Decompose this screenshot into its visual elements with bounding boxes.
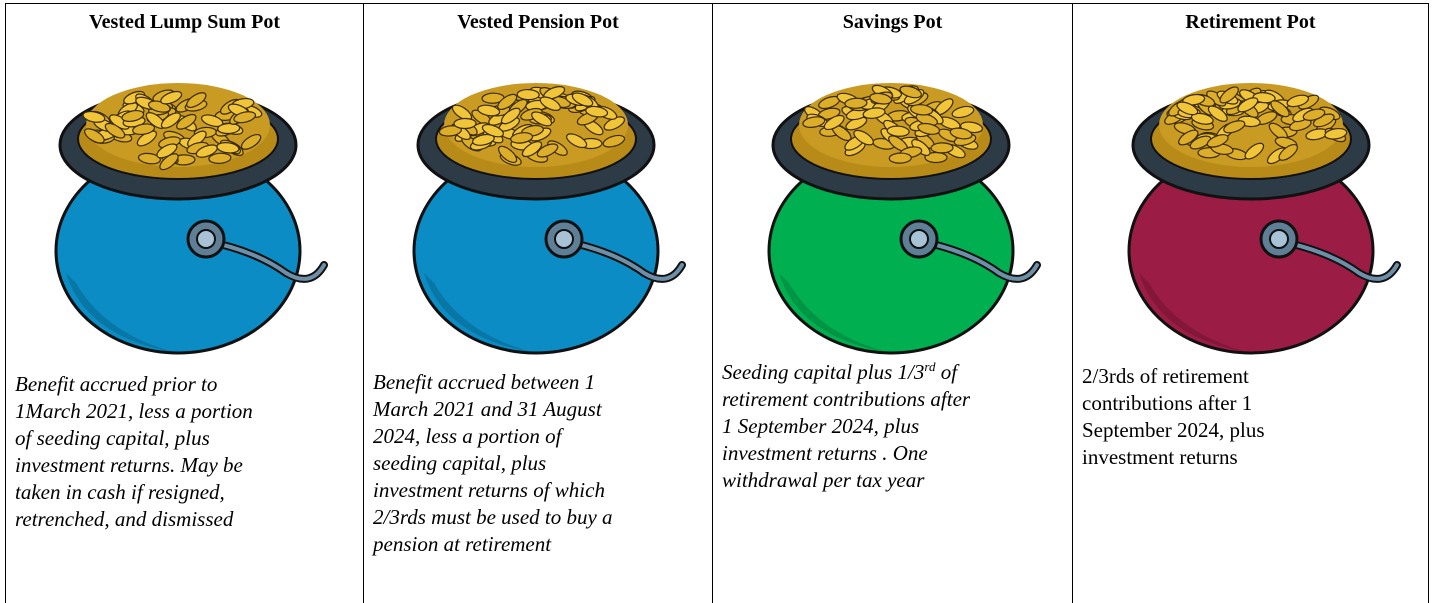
handle-ring-inner bbox=[197, 230, 215, 248]
description-line: 2/3rds of retirement bbox=[1082, 363, 1265, 390]
column-heading: Vested Lump Sum Pot bbox=[6, 11, 363, 34]
description-line: investment returns . One bbox=[722, 440, 970, 467]
table-cell: Vested Pension Pot Benefit accrued betwee… bbox=[363, 3, 712, 603]
description-line: 1March 2021, less a portion bbox=[15, 398, 253, 425]
description: Benefit accrued between 1March 2021 and … bbox=[373, 369, 613, 558]
superscript: rd bbox=[924, 359, 935, 374]
pot-illustration bbox=[713, 73, 1068, 363]
description-line: Seeding capital plus 1/3rd of bbox=[722, 359, 970, 386]
pot bbox=[414, 83, 682, 353]
text: Seeding capital plus 1/3 bbox=[722, 360, 924, 384]
pot-illustration bbox=[1073, 73, 1428, 363]
description-line: of seeding capital, plus bbox=[15, 425, 253, 452]
coin bbox=[889, 153, 911, 164]
column-heading: Savings Pot bbox=[713, 11, 1072, 34]
handle-ring-inner bbox=[555, 230, 573, 248]
description-line: withdrawal per tax year bbox=[722, 467, 970, 494]
description-line: investment returns of which bbox=[373, 477, 613, 504]
description-line: seeding capital, plus bbox=[373, 450, 613, 477]
description-line: investment returns. May be bbox=[15, 452, 253, 479]
description-line: retrenched, and dismissed bbox=[15, 506, 253, 533]
description-line: March 2021 and 31 August bbox=[373, 396, 613, 423]
description-line: retirement contributions after bbox=[722, 386, 970, 413]
description-line: investment returns bbox=[1082, 444, 1265, 471]
description-line: contributions after 1 bbox=[1082, 390, 1265, 417]
handle-ring-inner bbox=[910, 230, 928, 248]
description-line: Benefit accrued between 1 bbox=[373, 369, 613, 396]
column-heading: Retirement Pot bbox=[1073, 11, 1428, 34]
coin bbox=[931, 143, 953, 153]
coin bbox=[517, 89, 539, 100]
description-line: Benefit accrued prior to bbox=[15, 371, 253, 398]
column-heading: Vested Pension Pot bbox=[364, 11, 712, 34]
coin bbox=[454, 118, 476, 128]
pot bbox=[1129, 83, 1397, 353]
pot-illustration bbox=[6, 73, 361, 363]
description-line: pension at retirement bbox=[373, 531, 613, 558]
pot-illustration bbox=[364, 73, 719, 363]
description-line: September 2024, plus bbox=[1082, 417, 1265, 444]
page: Vested Lump Sum Pot Benefit accrued prior… bbox=[0, 0, 1434, 603]
description-line: 1 September 2024, plus bbox=[722, 413, 970, 440]
table-cell: Savings Pot Seeding capital plus 1/3rd of… bbox=[712, 3, 1072, 603]
description-line: taken in cash if resigned, bbox=[15, 479, 253, 506]
pot bbox=[56, 83, 324, 353]
handle-ring-inner bbox=[1270, 230, 1288, 248]
description-line: 2024, less a portion of bbox=[373, 423, 613, 450]
table-cell: Vested Lump Sum Pot Benefit accrued prior… bbox=[5, 3, 363, 603]
description-line: 2/3rds must be used to buy a bbox=[373, 504, 613, 531]
text: of bbox=[935, 360, 957, 384]
pot bbox=[769, 83, 1037, 353]
